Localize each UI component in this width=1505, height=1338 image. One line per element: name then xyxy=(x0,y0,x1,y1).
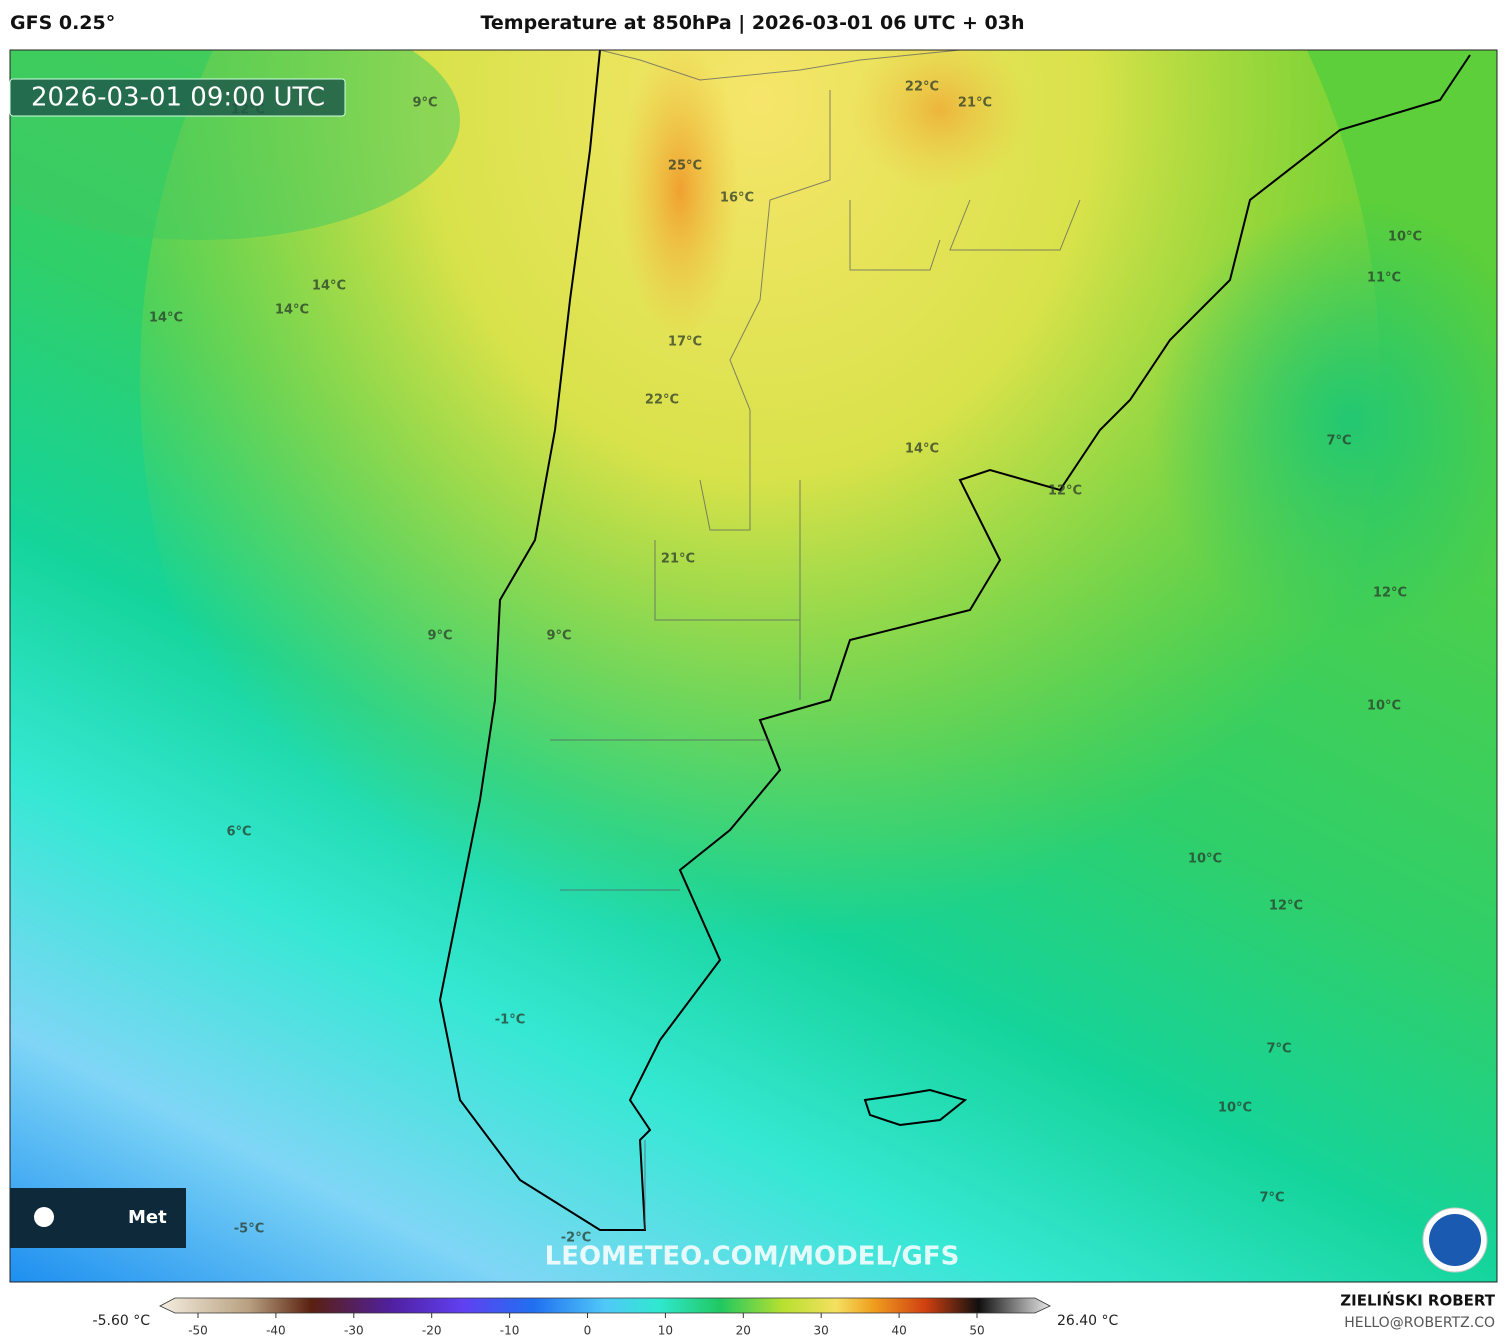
temp-label: 6°C xyxy=(226,825,251,840)
colorbar-tick-label: 10 xyxy=(658,1324,673,1338)
borders xyxy=(550,50,1081,1230)
colorbar-tick-label: -30 xyxy=(344,1324,364,1338)
temp-label: 7°C xyxy=(1266,1042,1291,1057)
temp-label: 9°C xyxy=(412,96,437,111)
colorbar-tick-label: 50 xyxy=(969,1324,984,1338)
temp-label: 12°C xyxy=(1269,899,1303,914)
temp-label: 10°C xyxy=(1188,852,1222,867)
email: HELLO@ROBERTZ.CO xyxy=(1344,1315,1495,1331)
colorbar-tick-label: 20 xyxy=(736,1324,751,1338)
timestamp: 2026-03-01 09:00 UTC xyxy=(31,83,325,113)
author: ZIELIŃSKI ROBERT xyxy=(1340,1291,1495,1310)
temp-label: 17°C xyxy=(668,335,702,350)
colorbar-tick-label: 30 xyxy=(814,1324,829,1338)
temp-label: 21°C xyxy=(958,96,992,111)
colorbar-tick-label: 0 xyxy=(584,1324,592,1338)
falklands xyxy=(863,1088,968,1127)
sun-icon xyxy=(34,1207,54,1227)
colorbar-tick-label: -10 xyxy=(500,1324,520,1338)
temp-label: 25°C xyxy=(668,159,702,174)
colorbar-tick-label: -20 xyxy=(422,1324,442,1338)
colorbar-tick-label: 40 xyxy=(891,1324,906,1338)
temp-label: 7°C xyxy=(1326,434,1351,449)
temp-label: 9°C xyxy=(546,629,571,644)
model-name: GFS 0.25° xyxy=(10,12,116,34)
map-field: 9°C12°C22°C21°C25°C16°C10°C11°C14°C14°C1… xyxy=(10,50,1497,1282)
logo-text: Met xyxy=(128,1207,167,1228)
watermark: LEOMETEO.COM/MODEL/GFS xyxy=(545,1242,960,1272)
colorbar-tick-label: -40 xyxy=(266,1324,286,1338)
temp-label: 9°C xyxy=(427,629,452,644)
colorbar-max: 26.40 °C xyxy=(1057,1313,1119,1329)
temp-label: -2°C xyxy=(561,1231,591,1246)
temp-label: -1°C xyxy=(495,1013,525,1028)
temp-label: 16°C xyxy=(720,191,754,206)
map-frame xyxy=(9,49,1498,1283)
temp-label: 14°C xyxy=(149,311,183,326)
temp-label: 21°C xyxy=(661,552,695,567)
timestamp-box xyxy=(9,78,346,117)
noaa-logo-inner xyxy=(1429,1214,1481,1266)
temp-label: 10°C xyxy=(1367,699,1401,714)
temp-label: 14°C xyxy=(312,279,346,294)
coastline xyxy=(438,50,1471,1231)
temp-label: 10°C xyxy=(1388,230,1422,245)
temp-label: 12°C xyxy=(1048,484,1082,499)
temp-label: 12°C xyxy=(1373,586,1407,601)
temp-label: 11°C xyxy=(1367,271,1401,286)
temp-label: -5°C xyxy=(234,1222,264,1237)
temp-label: 14°C xyxy=(275,303,309,318)
temp-label: 14°C xyxy=(905,442,939,457)
temp-label: 7°C xyxy=(1259,1191,1284,1206)
temp-label: 22°C xyxy=(905,80,939,95)
temp-label: 10°C xyxy=(1218,1101,1252,1116)
temp-label: 22°C xyxy=(645,393,679,408)
colorbar-min: -5.60 °C xyxy=(93,1313,151,1329)
map-title: Temperature at 850hPa | 2026-03-01 06 UT… xyxy=(480,12,1025,34)
colorbar xyxy=(159,1297,1051,1314)
colorbar-tick-label: -50 xyxy=(188,1324,208,1338)
